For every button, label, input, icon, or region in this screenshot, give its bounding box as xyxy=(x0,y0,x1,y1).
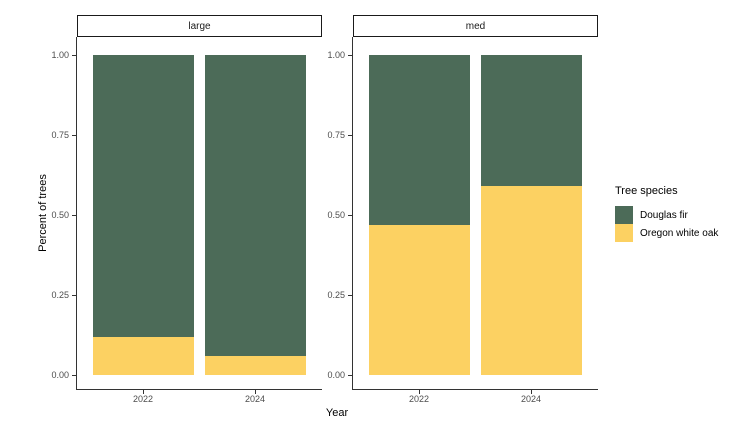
x-axis-line-large xyxy=(76,389,322,390)
legend-label: Oregon white oak xyxy=(640,227,719,239)
y-tick-mark xyxy=(72,55,76,56)
x-tick-label: 2024 xyxy=(244,394,266,404)
bar-large-2024 xyxy=(205,55,306,375)
segment-oregon-white-oak xyxy=(93,337,194,375)
y-tick-mark xyxy=(348,215,352,216)
segment-douglas-fir xyxy=(205,55,306,356)
x-tick-mark xyxy=(419,390,420,394)
oregon-white-oak-swatch xyxy=(615,224,633,242)
legend: Tree species Douglas fir Oregon white oa… xyxy=(615,185,718,242)
legend-label: Douglas fir xyxy=(640,209,688,221)
x-tick-label: 2024 xyxy=(520,394,542,404)
bar-large-2022 xyxy=(93,55,194,375)
x-axis-line-med xyxy=(352,389,598,390)
y-tick-mark xyxy=(72,295,76,296)
legend-entry-douglas-fir: Douglas fir xyxy=(615,206,718,224)
y-tick-label: 0.50 xyxy=(51,210,69,220)
segment-douglas-fir xyxy=(369,55,470,225)
segment-oregon-white-oak xyxy=(481,186,582,375)
x-tick-label: 2022 xyxy=(408,394,430,404)
y-tick-label: 1.00 xyxy=(327,50,345,60)
x-tick-mark xyxy=(531,390,532,394)
douglas-fir-swatch xyxy=(615,206,633,224)
y-tick-label: 0.00 xyxy=(327,370,345,380)
segment-oregon-white-oak xyxy=(205,356,306,375)
segment-douglas-fir xyxy=(481,55,582,186)
y-tick-label: 0.25 xyxy=(51,290,69,300)
y-axis-line-large xyxy=(76,37,77,390)
y-tick-mark xyxy=(348,375,352,376)
x-axis-title: Year xyxy=(325,407,349,419)
y-tick-mark xyxy=(72,375,76,376)
legend-entry-oregon-white-oak: Oregon white oak xyxy=(615,224,718,242)
y-tick-label: 0.00 xyxy=(51,370,69,380)
y-tick-label: 1.00 xyxy=(51,50,69,60)
y-axis-line-med xyxy=(352,37,353,390)
x-tick-mark xyxy=(143,390,144,394)
y-tick-mark xyxy=(72,135,76,136)
x-tick-label: 2022 xyxy=(132,394,154,404)
facet-strip-med: med xyxy=(353,15,598,37)
y-tick-label: 0.75 xyxy=(327,130,345,140)
bar-med-2022 xyxy=(369,55,470,375)
segment-oregon-white-oak xyxy=(369,225,470,375)
y-tick-mark xyxy=(348,135,352,136)
y-tick-mark xyxy=(348,55,352,56)
y-tick-mark xyxy=(348,295,352,296)
y-tick-label: 0.50 xyxy=(327,210,345,220)
x-tick-mark xyxy=(255,390,256,394)
y-tick-label: 0.75 xyxy=(51,130,69,140)
y-tick-mark xyxy=(72,215,76,216)
segment-douglas-fir xyxy=(93,55,194,337)
legend-title: Tree species xyxy=(615,185,678,197)
bar-med-2024 xyxy=(481,55,582,375)
y-tick-label: 0.25 xyxy=(327,290,345,300)
facet-strip-large: large xyxy=(77,15,322,37)
